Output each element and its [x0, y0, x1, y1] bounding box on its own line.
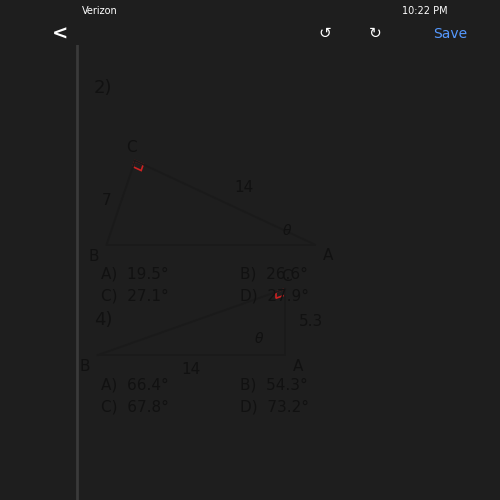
Text: 14: 14: [234, 180, 254, 194]
Text: C)  27.1°: C) 27.1°: [101, 289, 169, 304]
Text: C: C: [126, 140, 136, 156]
Text: D)  73.2°: D) 73.2°: [240, 400, 309, 414]
Text: A: A: [322, 248, 333, 263]
Text: C: C: [281, 268, 292, 283]
Text: θ: θ: [282, 224, 291, 238]
Text: ↻: ↻: [368, 26, 382, 42]
Text: B: B: [80, 358, 90, 374]
Text: A)  66.4°: A) 66.4°: [101, 378, 169, 392]
Text: A)  19.5°: A) 19.5°: [101, 266, 169, 281]
Text: C)  67.8°: C) 67.8°: [101, 400, 169, 414]
Text: θ: θ: [254, 332, 263, 346]
Text: Verizon: Verizon: [82, 6, 118, 16]
Text: 4): 4): [94, 311, 112, 329]
Text: A: A: [292, 358, 303, 374]
Text: B)  26.6°: B) 26.6°: [240, 266, 308, 281]
Text: 14: 14: [182, 362, 201, 377]
Text: Save: Save: [433, 26, 467, 41]
Text: B: B: [88, 249, 99, 264]
Text: 7: 7: [102, 193, 112, 208]
Text: 2): 2): [94, 79, 112, 97]
Text: ↺: ↺: [318, 26, 332, 42]
Text: 10:22 PM: 10:22 PM: [402, 6, 448, 16]
Text: 5.3: 5.3: [298, 314, 323, 330]
Text: D)  27.9°: D) 27.9°: [240, 289, 309, 304]
Text: B)  54.3°: B) 54.3°: [240, 378, 308, 392]
Text: <: <: [52, 24, 68, 44]
